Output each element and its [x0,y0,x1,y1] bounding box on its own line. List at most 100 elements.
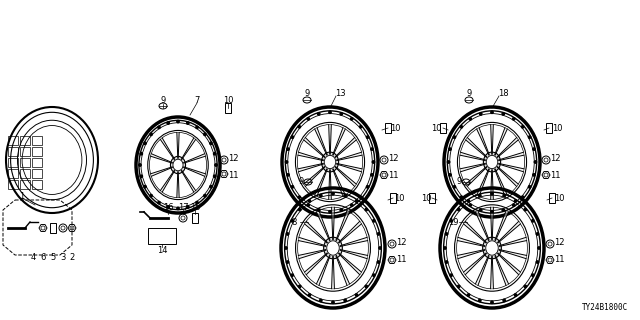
Bar [192,213,198,223]
Text: 10: 10 [431,124,441,132]
Polygon shape [305,253,328,275]
Circle shape [317,209,320,211]
Text: 17: 17 [178,203,188,212]
Text: 11: 11 [554,255,564,265]
Bar [549,193,555,203]
Polygon shape [332,207,335,240]
Circle shape [377,233,380,235]
Text: 19: 19 [448,218,458,227]
Circle shape [167,206,170,208]
Polygon shape [305,221,328,243]
Circle shape [351,204,353,206]
Circle shape [450,220,452,222]
Circle shape [538,247,540,249]
Polygon shape [298,250,326,259]
Polygon shape [495,211,509,241]
Circle shape [513,204,515,206]
Circle shape [150,133,152,135]
Polygon shape [491,207,493,240]
Polygon shape [339,221,362,243]
Text: 10: 10 [554,194,564,203]
Circle shape [377,261,380,263]
Polygon shape [466,138,487,157]
Polygon shape [495,128,508,155]
Circle shape [340,209,342,211]
Circle shape [144,142,147,145]
Polygon shape [499,237,527,246]
Polygon shape [497,138,518,157]
Polygon shape [304,138,325,157]
Circle shape [204,133,206,135]
Polygon shape [315,169,327,196]
Text: 11: 11 [388,171,398,180]
Circle shape [139,164,141,166]
Polygon shape [497,253,520,275]
Text: 12: 12 [228,154,238,163]
Circle shape [344,194,346,197]
Circle shape [286,233,289,235]
Polygon shape [181,170,196,192]
Circle shape [210,186,212,188]
Circle shape [502,113,504,115]
Polygon shape [460,152,486,161]
Circle shape [196,126,198,129]
Polygon shape [491,124,493,154]
Circle shape [479,113,482,115]
Text: 16: 16 [163,203,173,212]
Circle shape [332,301,334,303]
Polygon shape [184,154,205,163]
Circle shape [204,195,206,197]
Polygon shape [340,250,368,259]
Bar [32,136,42,145]
Circle shape [532,274,534,276]
Bar [385,123,391,133]
Circle shape [210,142,212,144]
Circle shape [285,247,287,249]
Circle shape [449,174,451,176]
Polygon shape [476,211,489,241]
Circle shape [524,285,527,288]
Polygon shape [337,164,362,172]
Text: 6: 6 [40,253,45,262]
Circle shape [298,126,301,128]
Circle shape [479,194,481,197]
Circle shape [355,294,358,296]
Ellipse shape [483,237,501,259]
Text: 9: 9 [161,95,166,105]
Circle shape [532,174,535,176]
Circle shape [534,161,537,163]
Circle shape [298,196,301,198]
Circle shape [298,208,301,211]
Circle shape [532,220,534,222]
Bar [20,169,30,178]
Circle shape [491,193,493,195]
Text: 2: 2 [69,253,75,262]
Circle shape [177,207,179,210]
Circle shape [317,113,320,115]
Text: 13: 13 [335,89,346,98]
Circle shape [536,261,539,263]
Circle shape [285,161,288,163]
Polygon shape [316,255,330,285]
Circle shape [291,136,294,138]
Circle shape [140,153,143,155]
Bar [8,147,19,156]
Text: 12: 12 [554,237,564,246]
Bar [8,180,19,189]
Polygon shape [333,128,346,155]
Text: 9: 9 [298,177,303,186]
Polygon shape [184,167,205,176]
Text: 15: 15 [189,203,200,212]
Bar [32,158,42,167]
Bar [8,158,19,167]
Circle shape [307,118,310,120]
Circle shape [503,194,506,197]
Circle shape [344,299,346,302]
Circle shape [467,200,470,202]
Circle shape [460,126,463,128]
Circle shape [144,186,147,188]
Polygon shape [181,138,196,160]
Circle shape [158,201,160,204]
Polygon shape [497,166,518,187]
Polygon shape [329,170,332,199]
